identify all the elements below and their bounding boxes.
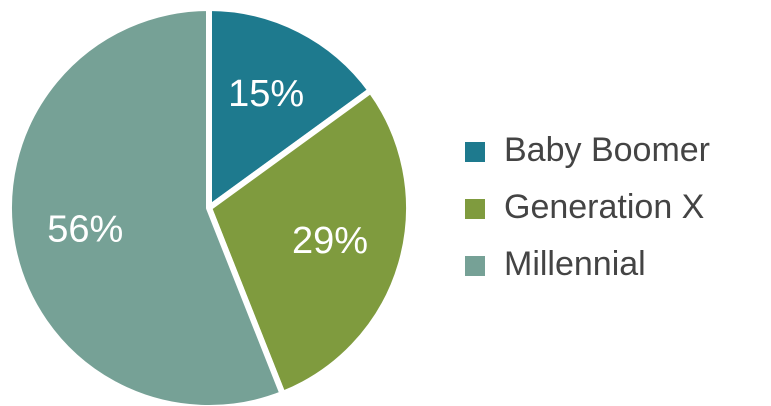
- legend-swatch: [465, 142, 485, 162]
- legend-label: Baby Boomer: [504, 131, 710, 169]
- slice-label: 29%: [292, 220, 368, 262]
- legend-swatch: [465, 256, 485, 276]
- pie-slice: [206, 87, 412, 397]
- slice-label: 56%: [47, 209, 123, 251]
- legend-label: Millennial: [504, 245, 646, 283]
- slice-label: 15%: [228, 73, 304, 115]
- pie-slice: [6, 5, 286, 406]
- legend-label: Generation X: [504, 188, 704, 226]
- legend-swatch: [465, 199, 485, 219]
- pie-slice: [206, 5, 374, 211]
